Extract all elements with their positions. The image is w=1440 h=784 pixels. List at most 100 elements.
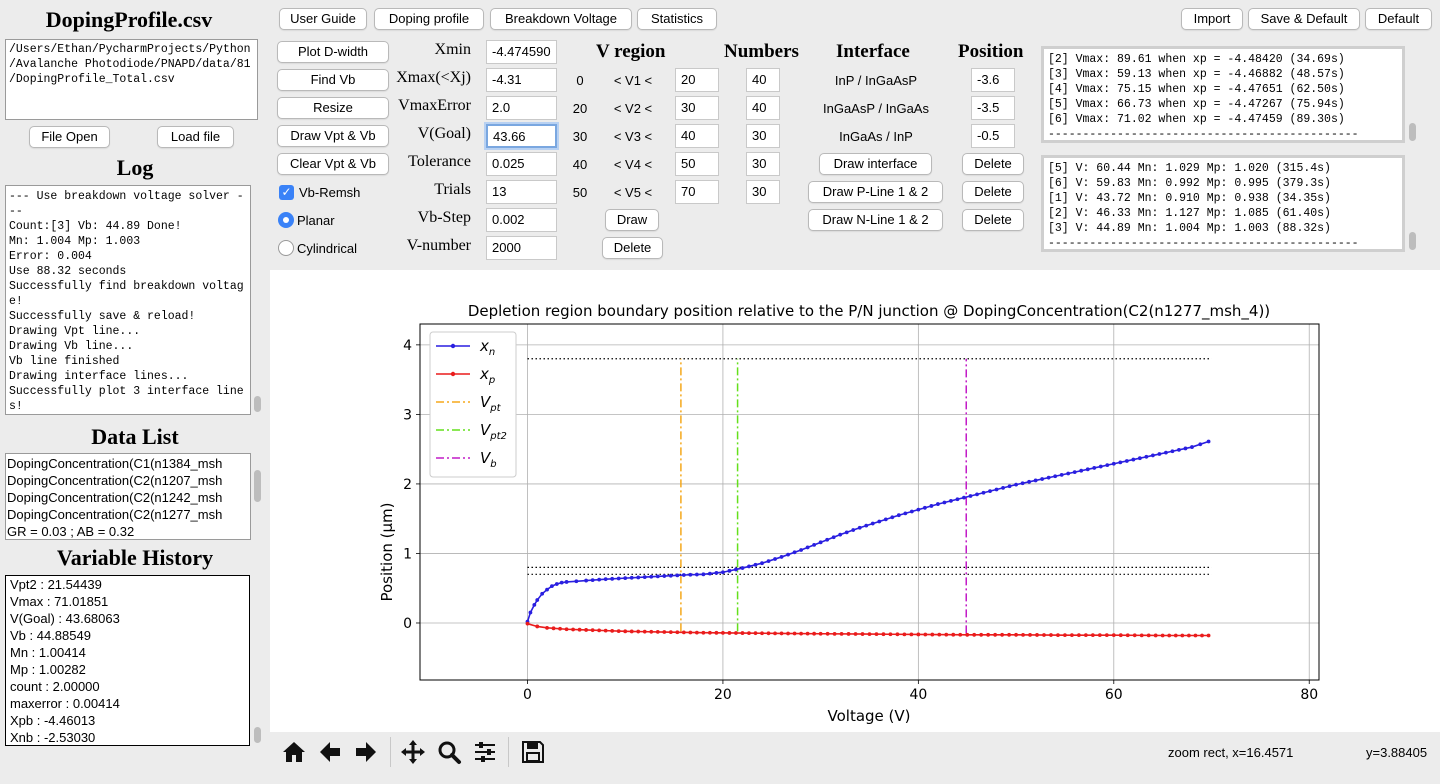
interface-position-input[interactable]: -3.6 [971,68,1015,92]
save-icon[interactable] [518,737,548,767]
data-list-box[interactable]: DopingConcentration(C1(n1384_msh DopingC… [5,453,251,540]
chart-svg[interactable]: Depletion region boundary position relat… [270,270,1440,732]
v1-number-input[interactable]: 40 [746,68,780,92]
data-list-item[interactable]: DopingConcentration(C2(n1242_msh [7,490,223,505]
data-list-item[interactable]: DopingConcentration(C1(n1384_msh [7,456,223,471]
y-tick-label: 3 [403,407,412,423]
data-list-item[interactable]: DopingConcentration(C2(n1207_msh [7,473,223,488]
data-list-item[interactable]: DopingConcentration(C2(n1277_msh [7,507,223,522]
xn-series-point [1164,450,1168,455]
clear-vpt-vb-button[interactable]: Clear Vpt & Vb [277,153,389,175]
variable-history-title: Variable History [56,545,214,570]
xp-series-point [1125,633,1130,638]
legend[interactable]: xn xp Vpt Vpt2 Vb [429,331,517,478]
delete-p-line-button[interactable]: Delete [962,181,1024,203]
tab-doping-profile[interactable]: Doping profile [374,8,484,30]
xn-series-point [734,567,738,572]
save-default-button[interactable]: Save & Default [1248,8,1360,30]
tab-user-guide[interactable]: User Guide [279,8,367,30]
chart-canvas[interactable]: Depletion region boundary position relat… [270,270,1440,732]
configure-subplots-icon[interactable] [470,737,500,767]
import-button[interactable]: Import [1181,8,1243,30]
draw-p-line-button[interactable]: Draw P-Line 1 & 2 [808,181,943,203]
xp-series-point [1146,633,1151,638]
v2-number-input[interactable]: 40 [746,96,780,120]
find-vb-button[interactable]: Find Vb [277,69,389,91]
home-icon[interactable] [279,737,309,767]
vb-remsh-checkbox[interactable]: ✓ [279,185,294,200]
delete-vregion-button[interactable]: Delete [602,237,663,259]
trials-input[interactable]: 13 [486,180,557,204]
log-scrollbar[interactable] [254,396,261,412]
xn-series-point [1040,477,1045,481]
v-number-label: V-number [406,237,471,254]
xp-series-point [839,632,844,636]
file-path-box[interactable]: /Users/Ethan/PycharmProjects/Python /Ava… [5,39,258,120]
xp-series-point [668,630,673,635]
xmax-input[interactable]: -4.31 [486,68,557,92]
xp-series-point [694,630,699,635]
v-goal-input[interactable]: 43.66 [486,124,557,148]
file-open-button[interactable]: File Open [29,126,110,148]
draw-interface-button[interactable]: Draw interface [819,153,932,175]
tab-statistics[interactable]: Statistics [637,8,717,30]
data-list-item[interactable]: GR = 0.03 ; AB = 0.32 [7,524,135,539]
draw-n-line-button[interactable]: Draw N-Line 1 & 2 [808,209,943,231]
forward-arrow-icon[interactable] [351,737,381,767]
xn-series-point [988,489,992,494]
xn-series-point [655,574,660,579]
interface-position-input[interactable]: -0.5 [971,124,1015,148]
xn-series-point [949,498,953,503]
xp-series-point [688,630,693,635]
data-list-scrollbar[interactable] [254,470,261,502]
xn-series-point [694,572,699,577]
variable-history-scrollbar[interactable] [254,727,261,743]
delete-interface-button[interactable]: Delete [962,153,1024,175]
v5-number-input[interactable]: 30 [746,180,780,204]
tab-breakdown-voltage[interactable]: Breakdown Voltage [490,8,632,30]
vb-log-box[interactable]: [5] V: 60.44 Mn: 1.029 Mp: 1.020 (315.4s… [1041,155,1405,252]
back-arrow-icon[interactable] [315,737,345,767]
draw-vregion-button[interactable]: Draw [605,209,659,231]
variable-history-box[interactable]: Vpt2 : 21.54439 Vmax : 71.01851 V(Goal) … [5,575,250,746]
xmin-input[interactable]: -4.474590 [486,40,557,64]
xn-series-point [1046,475,1051,480]
xn-series-point [792,550,797,555]
log-line: Drawing Vpt line... [9,325,141,338]
v3-number-input[interactable]: 30 [746,124,780,148]
interface-position-input[interactable]: -3.5 [971,96,1015,120]
xp-series-point [1111,633,1116,638]
v5-high-input[interactable]: 70 [675,180,719,204]
vmax-log-box[interactable]: [2] Vmax: 89.61 when xp = -4.48420 (34.6… [1041,46,1405,143]
x-tick-label: 0 [523,687,532,703]
draw-vpt-vb-button[interactable]: Draw Vpt & Vb [277,125,389,147]
load-file-button[interactable]: Load file [157,126,234,148]
xn-series-point [851,528,856,532]
v-number-input[interactable]: 2000 [486,236,557,260]
xn-series-point [968,494,973,498]
log-line: -- [9,205,23,218]
plot-d-width-button[interactable]: Plot D-width [277,41,389,63]
v4-number-input[interactable]: 30 [746,152,780,176]
v2-high-input[interactable]: 30 [675,96,719,120]
v1-high-input[interactable]: 20 [675,68,719,92]
vmax-log-scrollbar[interactable] [1409,123,1416,141]
v3-high-input[interactable]: 40 [675,124,719,148]
pan-icon[interactable] [398,737,428,767]
resize-button[interactable]: Resize [277,97,389,119]
axes: 0 20 40 60 80 0 1 2 3 4 [403,323,1320,703]
cylindrical-radio[interactable] [278,240,294,256]
vb-step-input[interactable]: 0.002 [486,208,557,232]
log-box[interactable]: --- Use breakdown voltage solver - -- Co… [5,185,251,415]
planar-radio[interactable] [278,212,294,228]
default-button[interactable]: Default [1365,8,1432,30]
plot-area[interactable] [525,358,1212,638]
log-line: Error: 0.004 [9,250,92,263]
delete-n-line-button[interactable]: Delete [962,209,1024,231]
tolerance-input[interactable]: 0.025 [486,152,557,176]
zoom-icon[interactable] [434,737,464,767]
xp-series-point [1083,633,1088,638]
vb-log-scrollbar[interactable] [1409,232,1416,250]
vmax-error-input[interactable]: 2.0 [486,96,557,120]
v4-high-input[interactable]: 50 [675,152,719,176]
